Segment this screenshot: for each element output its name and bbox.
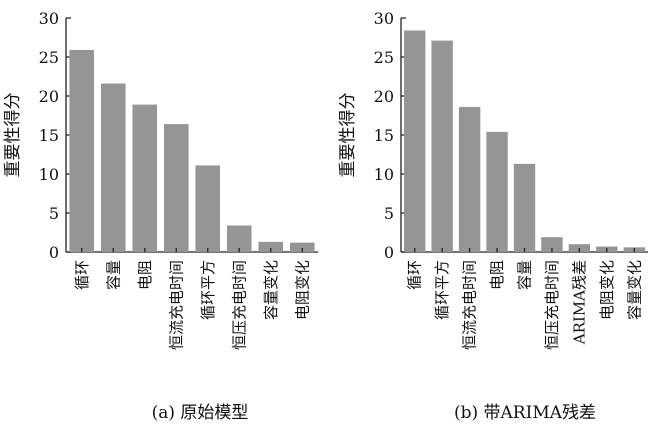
- y-tick-label: 20: [39, 87, 59, 106]
- category-label: 容量变化: [625, 260, 643, 320]
- category-label: 恒压充电时间: [543, 260, 561, 350]
- y-tick-label: 15: [374, 126, 394, 145]
- panel-caption: (a) 原始模型: [152, 403, 249, 423]
- y-axis-title: 重要性得分: [338, 93, 358, 178]
- bar-a-7: [258, 241, 284, 252]
- category-label: 容量变化: [262, 260, 280, 320]
- category-label: 恒压充电时间: [230, 260, 248, 350]
- category-label: 恒流充电时间: [461, 260, 479, 350]
- y-tick-label: 30: [374, 9, 394, 28]
- bar-b-3: [458, 106, 481, 252]
- category-label: 循环平方: [199, 260, 217, 320]
- bar-b-6: [541, 237, 563, 252]
- chart-panel-a: 0 5 10 15 20 25 30 重要性得分循环 容量 电阻 恒流充电时间 循环平方 恒压充电时间容…: [3, 9, 318, 423]
- bar-b-4: [486, 131, 508, 252]
- category-label: 电阻: [136, 260, 154, 290]
- category-label: 电阻变化: [598, 260, 616, 320]
- category-label: 电阻: [488, 260, 506, 290]
- category-label: 电阻变化: [293, 260, 311, 320]
- bar-a-4: [163, 124, 189, 252]
- category-label: 恒流充电时间: [167, 260, 185, 350]
- bar-a-8: [289, 242, 315, 252]
- category-label: 循环: [406, 260, 424, 290]
- y-tick-label: 5: [384, 204, 394, 223]
- y-axis-title: 重要性得分: [3, 93, 23, 178]
- bar-a-1: [69, 49, 95, 253]
- bar-a-5: [195, 165, 221, 252]
- y-tick-label: 10: [374, 165, 394, 184]
- bar-a-3: [132, 104, 158, 252]
- y-tick-label: 25: [374, 48, 394, 67]
- y-tick-label: 30: [39, 9, 59, 28]
- category-label: 循环平方: [433, 260, 451, 320]
- bar-b-5: [513, 163, 536, 252]
- y-tick-label: 20: [374, 87, 394, 106]
- y-tick-label: 0: [384, 243, 394, 262]
- y-tick-label: 5: [49, 204, 59, 223]
- category-label: 循环: [73, 260, 91, 290]
- y-tick-label: 0: [49, 243, 59, 262]
- panel-caption: (b) 带ARIMA残差: [454, 403, 596, 423]
- category-label: 容量: [516, 260, 534, 290]
- category-label: 容量: [104, 260, 122, 290]
- category-label: ARIMA残差: [570, 260, 588, 345]
- y-tick-label: 15: [39, 126, 59, 145]
- bar-a-6: [226, 225, 252, 252]
- y-tick-label: 25: [39, 48, 59, 67]
- bar-a-2: [100, 83, 126, 253]
- bar-b-1: [404, 30, 426, 253]
- bar-b-2: [431, 40, 453, 253]
- y-tick-label: 10: [39, 165, 59, 184]
